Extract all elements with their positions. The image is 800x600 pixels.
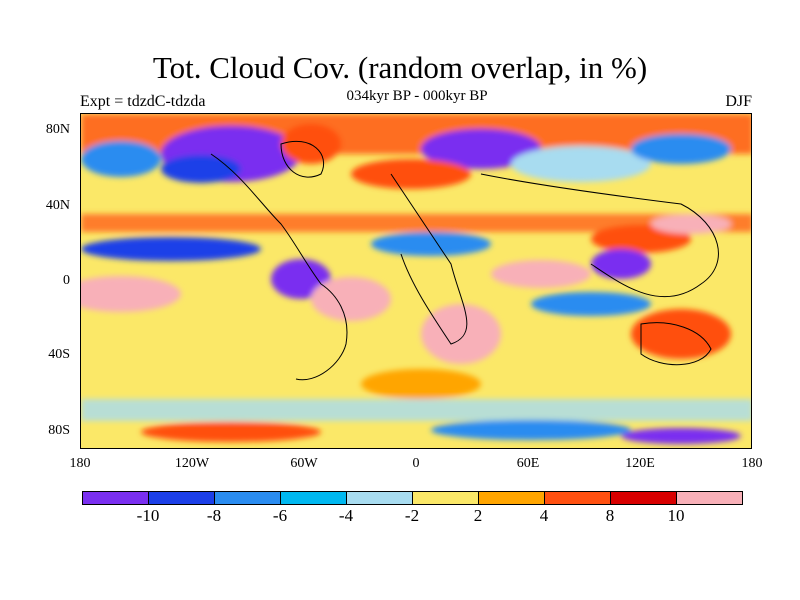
colorbar-label: 2: [473, 506, 483, 525]
colorbar-label: 4: [539, 506, 549, 525]
colorbar-label: -4: [338, 506, 354, 525]
colorbar-swatch-2: [214, 491, 281, 505]
season-label: DJF: [725, 93, 752, 110]
colorbar-swatch-7: [544, 491, 611, 505]
colorbar-label: -10: [136, 506, 160, 525]
colorbar-swatch-6: [478, 491, 545, 505]
colorbar-swatch-5: [412, 491, 479, 505]
colorbar-swatch-3: [280, 491, 347, 505]
colorbar-label: -8: [206, 506, 222, 525]
colorbar-swatch-4: [346, 491, 413, 505]
colorbar-label: 10: [667, 506, 685, 525]
lon-tick-60w: 60W: [290, 456, 318, 471]
map-field: [81, 114, 751, 448]
colorbar-swatch-8: [610, 491, 677, 505]
lon-tick-120e: 120E: [625, 456, 655, 471]
lon-tick-120w: 120W: [174, 456, 210, 471]
lat-tick-80s: 80S: [48, 423, 70, 438]
lat-tick-0: 0: [63, 273, 70, 288]
map-title: Tot. Cloud Cov. (random overlap, in %): [152, 50, 648, 85]
map-subtitle: 034kyr BP - 000kyr BP: [346, 88, 488, 104]
lat-tick-40n: 40N: [45, 198, 70, 213]
map-panel: [80, 113, 752, 449]
lat-tick-80n: 80N: [45, 122, 70, 137]
lon-tick-0: 0: [412, 456, 420, 471]
lat-tick-40s: 40S: [48, 347, 70, 362]
colorbar: [82, 491, 743, 505]
colorbar-swatch-1: [148, 491, 215, 505]
colorbar-label: -2: [404, 506, 420, 525]
colorbar-label: -6: [272, 506, 288, 525]
field-patches: [81, 114, 751, 444]
lon-tick-60e: 60E: [516, 456, 540, 471]
lon-tick-180w: 180: [69, 456, 91, 471]
colorbar-swatch-9: [676, 491, 743, 505]
lon-tick-180e: 180: [741, 456, 763, 471]
coastlines: [210, 140, 719, 381]
colorbar-swatch-0: [82, 491, 149, 505]
experiment-label: Expt = tdzdC-tdzda: [80, 93, 206, 110]
colorbar-label: 8: [605, 506, 615, 525]
